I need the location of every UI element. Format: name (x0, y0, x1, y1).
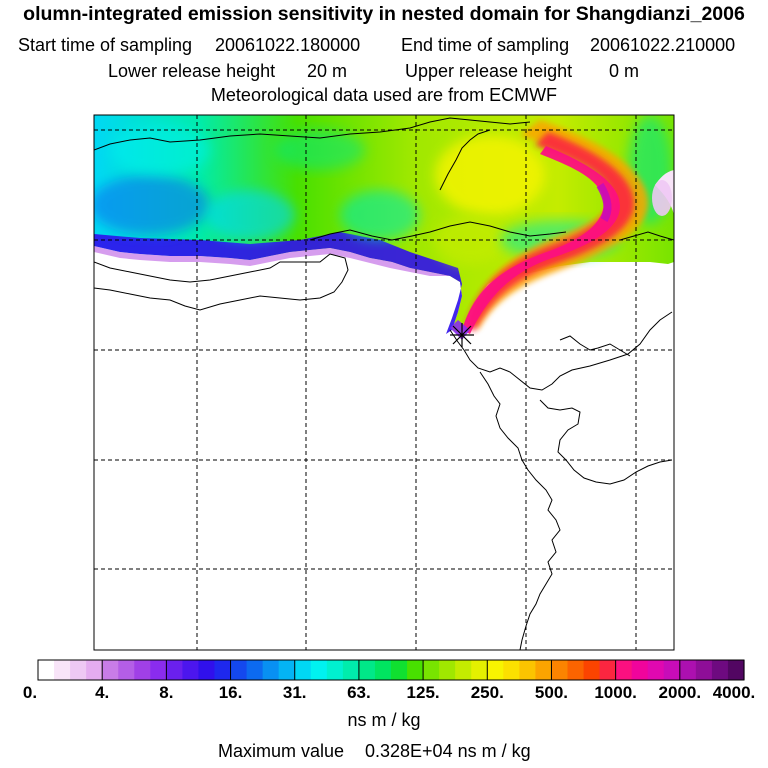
colorbar-cell (230, 660, 248, 680)
colorbar-cell (535, 660, 553, 680)
colorbar-cell (631, 660, 649, 680)
colorbar-cell (695, 660, 713, 680)
colorbar-cell (471, 660, 488, 680)
colorbar-cell (38, 660, 55, 680)
colorbar-cell (487, 660, 504, 680)
met-data-line: Meteorological data used are from ECMWF (210, 85, 558, 105)
lower-release-label: Lower release height (108, 61, 276, 81)
colorbar-cell (54, 660, 71, 680)
colorbar-tick-label: 63. (347, 683, 371, 702)
colorbar-cell (86, 660, 103, 680)
map-frame (93, 114, 675, 651)
maximum-value-label: Maximum value (218, 741, 345, 761)
colorbar-cell (262, 660, 280, 680)
colorbar-cell (407, 660, 424, 680)
colorbar-tick-label: 16. (218, 683, 243, 702)
colorbar-cell (294, 660, 312, 680)
colorbar-tick-label: 500. (534, 683, 568, 702)
colorbar-cell (551, 660, 569, 680)
colorbar-cell (423, 660, 440, 680)
colorbar-tick-label: 0. (22, 683, 38, 702)
colorbar-cell (278, 660, 296, 680)
plot-title: olumn-integrated emission sensitivity in… (23, 3, 745, 25)
colorbar-cell (455, 660, 472, 680)
colorbar-cell (70, 660, 87, 680)
colorbar-cell (567, 660, 585, 680)
colorbar-tick-label: 2000. (658, 683, 702, 702)
colorbar-cell (150, 660, 167, 680)
map-gridlines (94, 115, 674, 650)
colorbar-cell (166, 660, 184, 680)
colorbar-cell (503, 660, 520, 680)
colorbar-cell (310, 660, 328, 680)
colorbar-cell (615, 660, 633, 680)
colorbar-tick-label: 8. (159, 683, 174, 702)
colorbar-cell (583, 660, 601, 680)
colorbar-tick-label: 1000. (594, 683, 637, 702)
colorbar-cell (727, 660, 745, 680)
colorbar-cell (599, 660, 617, 680)
colorbar-cell (182, 660, 200, 680)
colorbar-cell (439, 660, 456, 680)
colorbar-cell (214, 660, 232, 680)
lower-release-value: 20 m (307, 61, 348, 81)
colorbar-cell (342, 660, 360, 680)
colorbar-frame (37, 659, 745, 681)
colorbar-tick-label: 4000. (712, 683, 756, 702)
start-time-label: Start time of sampling (18, 35, 193, 55)
colorbar-cells (38, 660, 745, 680)
colorbar-cell (326, 660, 344, 680)
receptor-star-icon (450, 323, 474, 347)
colorbar-cell (679, 660, 697, 680)
colorbar-cell (663, 660, 681, 680)
colorbar-cell (519, 660, 537, 680)
colorbar-cell (246, 660, 264, 680)
colorbar-cell (711, 660, 729, 680)
colorbar-cell (118, 660, 135, 680)
colorbar-cell (134, 660, 151, 680)
upper-release-label: Upper release height (405, 61, 573, 81)
end-time-value: 20061022.210000 (590, 35, 736, 55)
colorbar-tick-label: 4. (95, 683, 110, 702)
colorbar-cell (647, 660, 665, 680)
colorbar-cell (358, 660, 376, 680)
coastlines-and-borders (94, 117, 674, 650)
colorbar-tick-label: 125. (406, 683, 440, 702)
colorbar-tick-label: 31. (282, 683, 307, 702)
end-time-label: End time of sampling (401, 35, 570, 55)
colorbar-unit-label: ns m / kg (347, 710, 421, 730)
sensitivity-field (94, 115, 674, 340)
colorbar-cell (391, 660, 408, 680)
start-time-value: 20061022.180000 (215, 35, 361, 55)
colorbar-cell (374, 660, 392, 680)
colorbar-major-dividers (101, 660, 681, 680)
maximum-value: 0.328E+04 ns m / kg (365, 741, 531, 761)
colorbar-cell (102, 660, 119, 680)
colorbar-cell (198, 660, 216, 680)
upper-release-value: 0 m (609, 61, 640, 81)
colorbar-tick-label: 250. (470, 683, 504, 702)
